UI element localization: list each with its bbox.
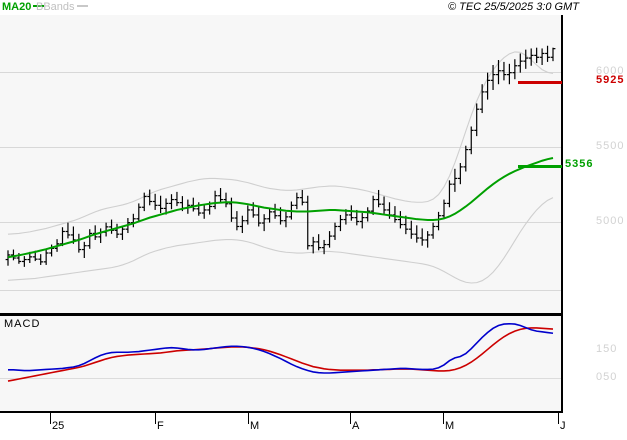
time-axis-label: J <box>560 420 566 432</box>
time-axis-tick <box>50 412 51 424</box>
price-gridline <box>0 72 561 73</box>
time-axis-tick <box>443 412 444 424</box>
price-gridline <box>0 147 561 148</box>
time-axis-label: M <box>250 420 260 432</box>
macd-signal-line <box>7 327 554 382</box>
legend-ma20: MA20 <box>2 0 45 14</box>
time-axis-label: 25 <box>52 420 65 432</box>
time-axis-panel <box>0 412 563 440</box>
time-axis-label: F <box>157 420 164 432</box>
bbands-lower-line <box>7 197 554 284</box>
resistance-marker <box>518 81 562 84</box>
price-axis-label: 6000 <box>596 65 625 77</box>
copyright-timestamp: © TEC 25/5/2025 3:0 GMT <box>448 1 579 13</box>
time-axis-tick <box>558 412 559 424</box>
legend-bbands: BBands <box>36 0 88 14</box>
legend-bbands-swatch <box>76 5 88 7</box>
axis-baseline <box>0 411 563 413</box>
time-axis-tick <box>350 412 351 424</box>
ohlc-bar-series <box>5 45 556 267</box>
ma20-marker <box>518 165 562 168</box>
right-border <box>561 15 563 413</box>
legend-bbands-label: BBands <box>36 1 75 13</box>
price-axis-label: 5000 <box>596 215 625 227</box>
price-gridline <box>0 290 561 291</box>
legend-ma20-label: MA20 <box>2 1 32 13</box>
panel-separator <box>0 313 563 316</box>
resistance-marker-value: 5925 <box>596 74 625 86</box>
time-axis-tick <box>155 412 156 424</box>
macd-axis-label: 050 <box>596 371 618 383</box>
bbands-upper-line <box>7 51 554 235</box>
macd-panel-title: MACD <box>4 318 41 330</box>
time-axis-label: M <box>445 420 455 432</box>
price-axis-label: 5500 <box>596 140 625 152</box>
price-panel[interactable] <box>0 15 563 313</box>
macd-gridline <box>0 378 561 379</box>
time-axis-tick <box>248 412 249 424</box>
macd-line <box>8 322 554 374</box>
ma20-marker-value: 5356 <box>565 158 594 170</box>
ma20-line <box>7 157 554 259</box>
legend-ma20-swatch <box>33 5 45 7</box>
time-axis-label: A <box>352 420 360 432</box>
macd-axis-label: 150 <box>596 343 618 355</box>
